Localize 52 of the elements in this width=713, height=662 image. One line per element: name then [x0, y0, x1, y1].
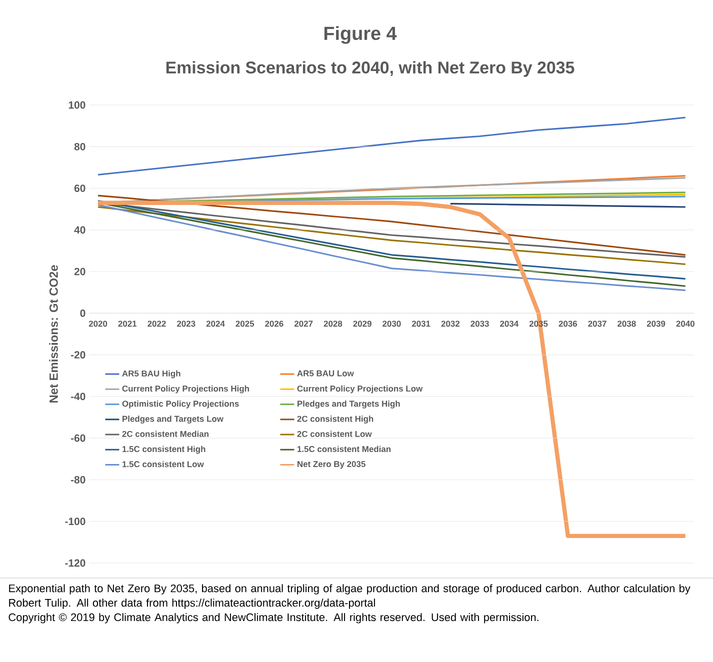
text: Copyright © 2019 by Climate Analytics and NewClimate Institute. All rights reserved. Used with permission.: [8, 613, 538, 624]
text: Exponential path to Net Zero By 2035, based on annual tripling of algae production and storage of produced carbon. Author calculation by Robert Tulip. All other data from https://climateactiontracker.org/data-portal: [9, 584, 690, 609]
legend-label: Pledges and Targets High: [298, 400, 400, 408]
y-tick-label: 60: [74, 184, 86, 192]
x-tick-label: 2033: [470, 320, 489, 327]
y-axis-title: Net Emissions: Gt CO2e: [49, 265, 58, 403]
chart-title: Figure 4: [324, 26, 397, 44]
legend-label: Current Policy Projections High: [122, 385, 249, 394]
x-tick-label: 2037: [588, 320, 606, 327]
x-tick-label: 2028: [324, 320, 342, 327]
x-tick-label: 2031: [412, 320, 430, 327]
y-tick-label: 40: [74, 226, 86, 234]
x-tick-label: 2020: [88, 320, 108, 327]
x-tick-label: 2030: [382, 320, 401, 327]
legend-label: AR5 BAU Low: [297, 370, 354, 376]
x-tick-label: 2027: [294, 320, 313, 327]
y-tick-label: 20: [74, 268, 86, 276]
x-tick-label: 2029: [353, 320, 372, 327]
legend-label: 2C consistent High: [297, 416, 374, 424]
y-tick-label: -100: [65, 518, 86, 526]
legend-label: 1.5C consistent High: [122, 446, 206, 454]
y-tick-label: -20: [70, 351, 86, 359]
y-tick-label: 80: [74, 142, 86, 150]
legend-label: 2C consistent Low: [297, 430, 372, 437]
y-tick-label: -40: [70, 392, 86, 400]
legend-label: Current Policy Projections Low: [297, 385, 423, 394]
x-tick-label: 2038: [618, 320, 636, 327]
legend-label: 2C consistent Median: [122, 430, 208, 437]
line-series: [97, 116, 686, 176]
x-tick-label: 2023: [176, 320, 196, 327]
y-tick-label: -80: [70, 476, 86, 484]
x-tick-label: 2036: [558, 320, 578, 327]
y-tick-label: 0: [80, 309, 86, 317]
x-tick-label: 2040: [676, 320, 694, 327]
x-tick-label: 2039: [646, 320, 666, 327]
x-tick-label: 2021: [118, 320, 137, 327]
legend-label: Optimistic Policy Projections: [122, 400, 239, 408]
x-tick-label: 2032: [441, 320, 460, 327]
x-tick-label: 2025: [236, 320, 254, 327]
x-tick-label: 2034: [500, 320, 519, 327]
legend-label: 1.5C consistent Low: [122, 460, 204, 468]
legend-label: Pledges and Targets Low: [122, 416, 224, 424]
chart-subtitle: Emission Scenarios to 2040, with Net Zero By 2035: [166, 61, 574, 77]
legend-label: Net Zero By 2035: [298, 461, 366, 469]
y-tick-label: -120: [65, 559, 86, 567]
x-tick-label: 2026: [265, 320, 284, 327]
x-tick-label: 2022: [148, 320, 166, 327]
legend-label: 1.5C consistent Median: [298, 446, 391, 452]
y-tick-label: 100: [68, 101, 86, 109]
y-tick-label: -60: [70, 434, 86, 442]
legend-label: AR5 BAU High: [122, 370, 180, 378]
x-tick-label: 2024: [206, 320, 225, 327]
